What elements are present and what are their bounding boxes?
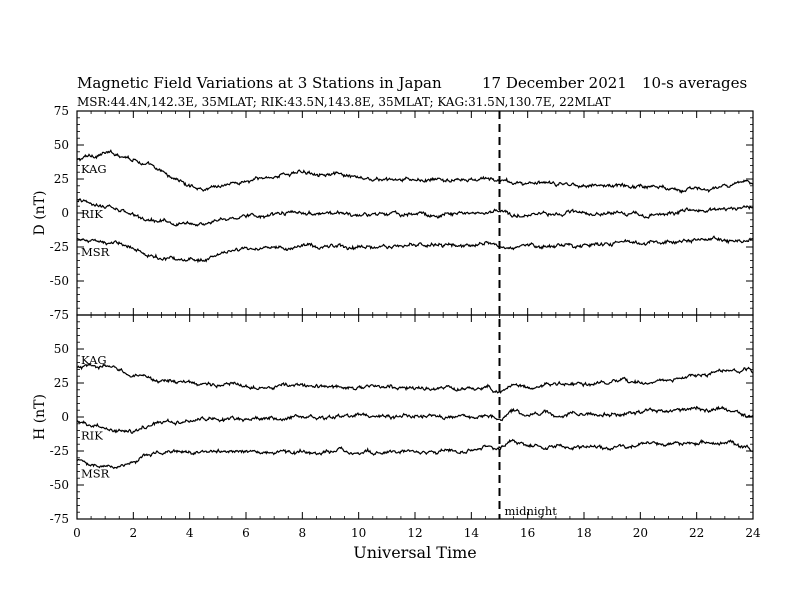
xtick-label: 14 [464, 526, 480, 540]
h-axis-title: H (nT) [32, 394, 48, 440]
d-ytick-label: 25 [54, 172, 69, 186]
h-series-label-msr: MSR [81, 467, 110, 481]
h-ytick-label: -50 [50, 478, 69, 492]
d-series-label-kag: KAG [81, 162, 107, 176]
d-series-rik [76, 198, 754, 227]
h-ytick-label: 25 [54, 376, 69, 390]
xtick-label: 18 [576, 526, 591, 540]
series-layer [76, 149, 754, 470]
d-series-label-rik: RIK [81, 207, 103, 221]
figure-averaging: 10-s averages [642, 74, 747, 92]
xtick-label: 2 [130, 526, 138, 540]
h-series-rik [76, 405, 754, 434]
figure-date: 17 December 2021 [482, 74, 627, 92]
xtick-label: 12 [407, 526, 422, 540]
d-ytick-label: -50 [50, 274, 69, 288]
h-series-msr [76, 438, 754, 470]
h-series-label-kag: KAG [81, 353, 107, 367]
d-series-msr [76, 235, 754, 264]
xtick-label: 8 [299, 526, 307, 540]
d-panel-frame [76, 110, 754, 316]
h-ytick-label: 50 [54, 342, 69, 356]
x-axis-title: Universal Time [353, 543, 476, 562]
xtick-label: 10 [351, 526, 366, 540]
h-ytick-label: -75 [50, 512, 69, 526]
h-series-label-rik: RIK [81, 428, 103, 442]
station-coordinates: MSR:44.4N,142.3E, 35MLAT; RIK:43.5N,143.… [77, 95, 611, 109]
d-ytick-label: 75 [54, 104, 69, 118]
d-ytick-label: 50 [54, 138, 69, 152]
midnight-label: midnight [505, 504, 558, 518]
xtick-label: 4 [186, 526, 194, 540]
d-ytick-label: -75 [50, 308, 69, 322]
series-labels-layer: KAG RIK MSR KAG RIK MSR [81, 162, 110, 481]
d-ytick-label: 0 [61, 206, 69, 220]
figure-title: Magnetic Field Variations at 3 Stations … [77, 74, 442, 92]
d-ytick-label: -25 [50, 240, 69, 254]
xtick-label: 22 [689, 526, 704, 540]
h-ytick-label: -25 [50, 444, 69, 458]
xtick-label: 16 [520, 526, 535, 540]
xtick-label: 24 [745, 526, 761, 540]
h-ytick-label: 0 [61, 410, 69, 424]
xtick-label: 0 [73, 526, 81, 540]
d-series-kag [76, 149, 754, 194]
xtick-label: 6 [242, 526, 250, 540]
h-series-kag [76, 362, 754, 394]
d-series-label-msr: MSR [81, 245, 110, 259]
xtick-label: 20 [633, 526, 648, 540]
d-axis-title: D (nT) [32, 191, 48, 236]
